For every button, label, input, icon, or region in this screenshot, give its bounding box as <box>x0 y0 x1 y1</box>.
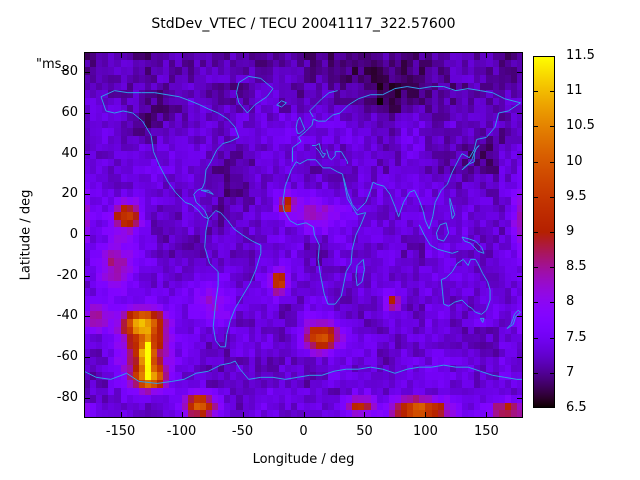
y-tick-label: 20 <box>61 186 78 202</box>
colorbar-tick-label: 10 <box>566 153 583 169</box>
y-tick-label: -40 <box>56 308 78 324</box>
colorbar-tick-label: 11.5 <box>566 48 595 63</box>
x-axis-label: Longitude / deg <box>252 452 355 467</box>
heatmap-canvas <box>84 52 523 418</box>
x-tick-label: 100 <box>413 424 438 439</box>
y-tick-label: -60 <box>56 349 78 364</box>
colorbar <box>533 56 555 408</box>
colorbar-tick-label: 8.5 <box>566 259 587 275</box>
colorbar-tick-label: 11 <box>566 83 583 99</box>
y-tick-label: 40 <box>61 145 78 161</box>
colorbar-tick-label: 9 <box>566 224 575 239</box>
y-tick-label: 80 <box>61 64 78 80</box>
x-tick-label: 150 <box>473 424 499 439</box>
colorbar-tick-label: 8 <box>566 294 575 310</box>
x-tick-label: -100 <box>166 424 197 439</box>
colorbar-tick-label: 7 <box>566 364 575 380</box>
y-tick-label: -80 <box>56 389 78 405</box>
y-tick-label: 0 <box>69 227 78 242</box>
plot-title: StdDev_VTEC / TECU 20041117_322.57600 <box>151 16 456 32</box>
x-tick-label: -50 <box>231 424 254 439</box>
corner-artifact-text: "ms_ <box>36 57 68 72</box>
y-axis-label: Latitude / deg <box>18 189 34 281</box>
colorbar-tick-label: 9.5 <box>566 188 587 204</box>
x-tick-label: 50 <box>356 424 373 439</box>
x-tick-label: -150 <box>105 424 136 439</box>
y-tick-label: -20 <box>56 267 78 283</box>
x-tick-label: 0 <box>299 424 308 439</box>
colorbar-tick-label: 10.5 <box>566 118 595 134</box>
colorbar-tick-label: 6.5 <box>566 400 587 415</box>
y-tick-label: 60 <box>61 105 78 120</box>
colorbar-tick-label: 7.5 <box>566 329 587 345</box>
